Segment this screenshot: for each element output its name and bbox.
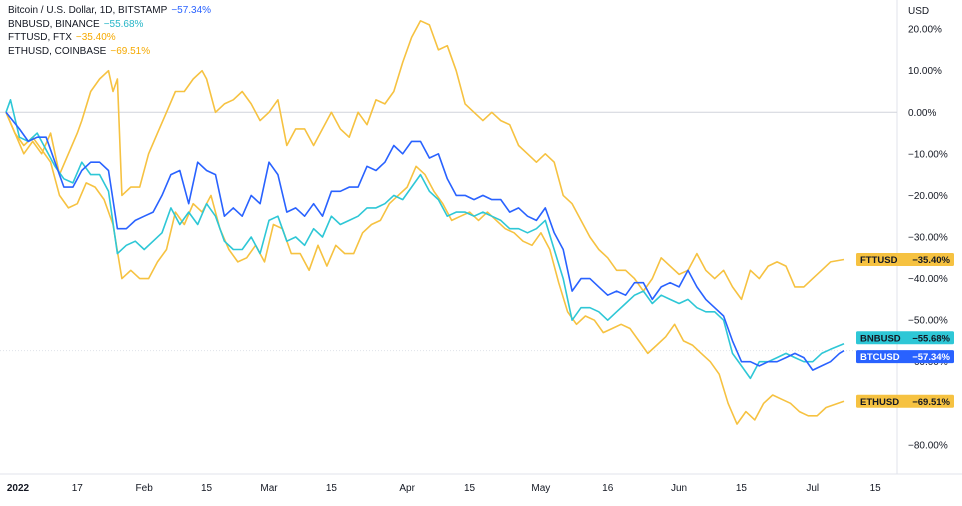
badge-symbol: BNBUSD [860,333,901,344]
last-value-badge-bnbusd: BNBUSD −55.68% [856,331,954,345]
series-line-btcusd [5,111,845,371]
last-value-badge-ethusd: ETHUSD −69.51% [856,394,954,408]
legend-entry-ethusd[interactable]: ETHUSD, COINBASE −69.51% [8,45,211,59]
series-line-fttusd [5,20,845,301]
x-tick-label: Feb [136,483,154,494]
x-tick-label: 15 [201,483,213,494]
legend-name: FTTUSD, FTX [8,32,72,43]
badge-background [856,252,954,266]
x-tick-label: 15 [736,483,748,494]
legend-entry-fttusd[interactable]: FTTUSD, FTX −35.40% [8,31,211,45]
y-tick-label: −50.00% [908,316,948,327]
x-tick-label: May [531,483,550,494]
y-tick-label: −40.00% [908,274,948,285]
x-tick-label: Jul [806,483,819,494]
last-value-badge-fttusd: FTTUSD −35.40% [856,252,954,266]
y-tick-label: 20.00% [908,25,942,36]
badge-symbol: BTCUSD [860,352,900,363]
legend-name: Bitcoin / U.S. Dollar, 1D, BITSTAMP [8,5,168,16]
x-tick-label: Mar [260,483,278,494]
series-line-ethusd [5,111,845,425]
y-tick-label: 10.00% [908,66,942,77]
legend-change: −55.68% [103,18,144,30]
badge-symbol: ETHUSD [860,397,899,408]
x-tick-label: 2022 [7,483,30,494]
badge-background [856,350,954,364]
x-tick-label: 16 [602,483,614,494]
y-tick-label: 0.00% [908,108,936,119]
last-value-badge-btcusd: BTCUSD −57.34% [856,350,954,364]
legend-change: −35.40% [75,32,116,43]
series-line-bnbusd [5,99,845,380]
x-tick-label: Apr [399,483,415,494]
legend-change: −57.34% [171,5,212,16]
x-tick-label: 17 [72,483,84,494]
badge-value: −69.51% [912,397,950,408]
badge-symbol: FTTUSD [860,255,898,266]
y-tick-label: −80.00% [908,440,948,451]
badge-background [856,331,954,345]
y-tick-label: −30.00% [908,233,948,244]
legend-entry-bnbusd[interactable]: BNBUSD, BINANCE −55.68% [8,18,211,32]
badge-background [856,394,954,408]
legend-name: BNBUSD, BINANCE [8,18,100,30]
legend-entry-btcusd[interactable]: Bitcoin / U.S. Dollar, 1D, BITSTAMP −57.3… [8,4,211,18]
y-tick-label: −20.00% [908,191,948,202]
legend: Bitcoin / U.S. Dollar, 1D, BITSTAMP −57.3… [8,4,211,58]
x-tick-label: Jun [671,483,687,494]
badge-value: −35.40% [912,255,950,266]
legend-name: ETHUSD, COINBASE [8,45,107,57]
badge-value: −55.68% [912,333,950,344]
y-axis-currency-label: USD [908,6,929,17]
x-tick-label: 15 [464,483,476,494]
x-tick-label: 15 [870,483,882,494]
x-tick-label: 15 [326,483,338,494]
legend-change: −69.51% [110,45,151,57]
y-tick-label: −10.00% [908,149,948,160]
badge-value: −57.34% [912,352,950,363]
